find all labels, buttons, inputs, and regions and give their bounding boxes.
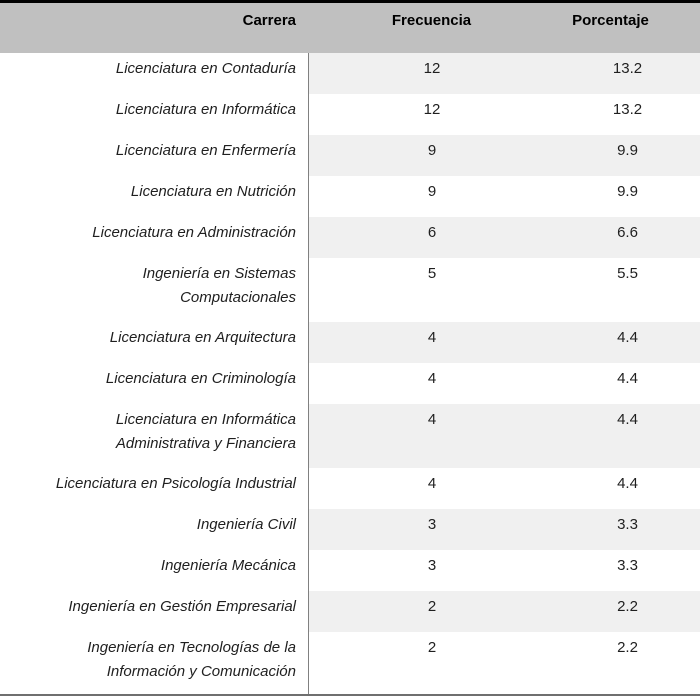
cell-frecuencia: 4	[308, 468, 555, 509]
table-row: Licenciatura en Informática Administrati…	[0, 404, 700, 468]
cell-frecuencia: 6	[308, 217, 555, 258]
cell-carrera: Licenciatura en Criminología	[105, 370, 296, 387]
table-row: Ingeniería en Tecnologías de la Informac…	[0, 632, 700, 696]
cell-carrera: Licenciatura en Informática Administrati…	[115, 411, 296, 452]
cell-porcentaje: 5.5	[617, 265, 638, 282]
cell-porcentaje: 9.9	[555, 135, 700, 176]
cell-frecuencia: 4	[308, 363, 555, 404]
cell-porcentaje: 13.2	[612, 101, 643, 118]
cell-frecuencia: 4	[308, 322, 555, 363]
table-row: Licenciatura en Arquitectura 4 4.4	[0, 322, 700, 363]
cell-carrera: Licenciatura en Nutrición	[130, 183, 296, 200]
table-row: Licenciatura en Psicología Industrial 4 4.…	[0, 468, 700, 509]
cell-carrera: Licenciatura en Psicología Industrial	[55, 475, 296, 492]
table-row: Ingeniería en Sistemas Computacionales 5 5…	[0, 258, 700, 322]
cell-carrera: Licenciatura en Contaduría	[115, 60, 296, 77]
cell-frecuencia: 2	[308, 632, 555, 696]
cell-frecuencia: 4	[308, 404, 555, 468]
table-row: Licenciatura en Nutrición 9 9.9	[0, 176, 700, 217]
column-header-carrera: Carrera	[242, 12, 296, 29]
cell-carrera: Ingeniería Mecánica	[160, 557, 296, 574]
cell-porcentaje: 3.3	[555, 509, 700, 550]
cell-porcentaje: 2.2	[617, 639, 638, 656]
table-row: Ingeniería en Gestión Empresarial 2 2.2	[0, 591, 700, 632]
cell-frecuencia: 5	[308, 258, 555, 322]
table-bottom-border	[0, 694, 700, 696]
cell-porcentaje: 4.4	[617, 475, 638, 492]
cell-carrera: Licenciatura en Informática	[115, 101, 296, 118]
cell-carrera: Licenciatura en Administración	[92, 224, 296, 241]
table-row: Licenciatura en Contaduría 12 13.2	[0, 53, 700, 94]
table-header: Carrera Frecuencia Porcentaje	[0, 0, 700, 53]
table-row: Ingeniería Mecánica 3 3.3	[0, 550, 700, 591]
cell-porcentaje: 3.3	[617, 557, 638, 574]
cell-frecuencia: 12	[308, 53, 555, 94]
cell-carrera: Ingeniería Civil	[196, 516, 296, 533]
cell-porcentaje: 4.4	[555, 404, 700, 468]
table-row: Licenciatura en Informática 12 13.2	[0, 94, 700, 135]
cell-porcentaje: 4.4	[617, 370, 638, 387]
column-header-porcentaje: Porcentaje	[572, 12, 649, 29]
cell-frecuencia: 3	[308, 509, 555, 550]
table-row: Licenciatura en Enfermería 9 9.9	[0, 135, 700, 176]
column-header-frecuencia: Frecuencia	[391, 12, 472, 29]
cell-porcentaje: 13.2	[555, 53, 700, 94]
table-body: Licenciatura en Contaduría 12 13.2 Licencia…	[0, 53, 700, 696]
cell-carrera: Ingeniería en Sistemas Computacionales	[142, 265, 296, 306]
cell-porcentaje: 4.4	[555, 322, 700, 363]
table-row: Licenciatura en Administración 6 6.6	[0, 217, 700, 258]
table-row: Ingeniería Civil 3 3.3	[0, 509, 700, 550]
cell-frecuencia: 9	[308, 135, 555, 176]
cell-frecuencia: 2	[308, 591, 555, 632]
cell-porcentaje: 6.6	[555, 217, 700, 258]
cell-porcentaje: 2.2	[555, 591, 700, 632]
cell-carrera: Licenciatura en Arquitectura	[109, 329, 296, 346]
table-row: Licenciatura en Criminología 4 4.4	[0, 363, 700, 404]
cell-frecuencia: 9	[308, 176, 555, 217]
cell-frecuencia: 12	[308, 94, 555, 135]
cell-carrera: Ingeniería en Tecnologías de la Informac…	[87, 639, 296, 680]
cell-frecuencia: 3	[308, 550, 555, 591]
cell-carrera: Licenciatura en Enfermería	[115, 142, 296, 159]
cell-carrera: Ingeniería en Gestión Empresarial	[68, 598, 296, 615]
cell-porcentaje: 9.9	[617, 183, 638, 200]
